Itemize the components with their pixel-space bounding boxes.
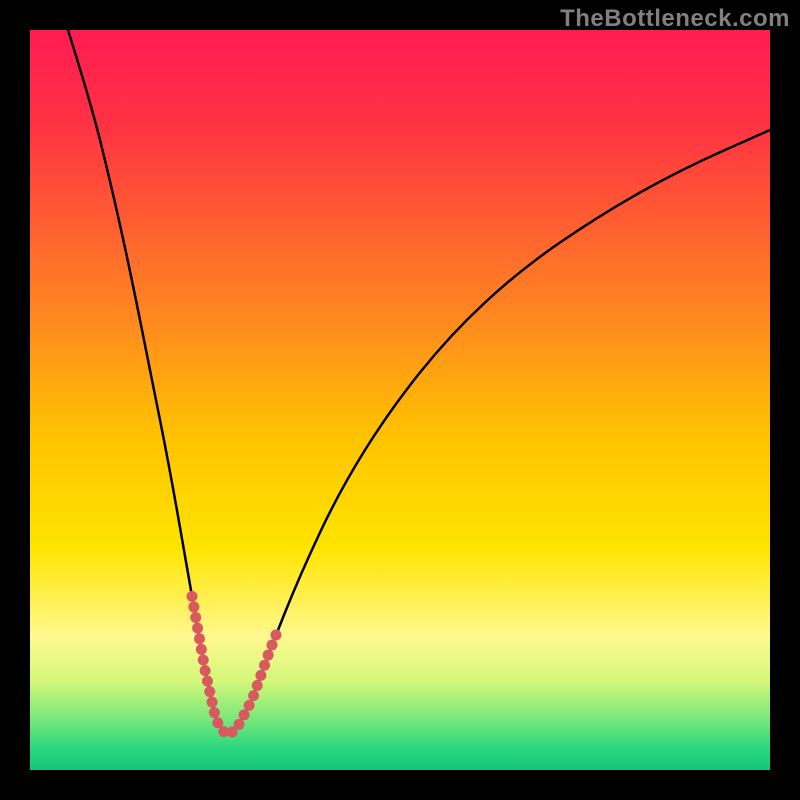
dotted-marker-dot [244, 700, 255, 711]
watermark-text: TheBottleneck.com [560, 5, 790, 33]
bottleneck-chart [30, 30, 770, 770]
dotted-marker-dot [196, 644, 207, 655]
dotted-marker-dot [200, 665, 211, 676]
dotted-marker-dot [266, 640, 277, 651]
dotted-marker-dot [248, 690, 259, 701]
dotted-marker-dot [188, 601, 199, 612]
dotted-marker-dot [233, 719, 244, 730]
dotted-marker-dot [202, 676, 213, 687]
dotted-marker-dot [204, 686, 215, 697]
dotted-marker-dot [212, 717, 223, 728]
dotted-marker-dot [271, 630, 282, 641]
dotted-marker-dot [209, 707, 220, 718]
outer-frame: TheBottleneck.com [0, 0, 800, 800]
dotted-marker-dot [194, 633, 205, 644]
dotted-marker-dot [239, 709, 250, 720]
dotted-marker-dot [252, 680, 263, 691]
dotted-marker-dot [259, 660, 270, 671]
dotted-marker-dot [192, 623, 203, 634]
plot-area [30, 30, 770, 770]
dotted-marker-dot [255, 670, 266, 681]
dotted-marker-dot [190, 612, 201, 623]
dotted-marker-dot [187, 591, 198, 602]
dotted-marker-dot [263, 650, 274, 661]
dotted-marker-dot [207, 697, 218, 708]
dotted-marker-dot [198, 654, 209, 665]
